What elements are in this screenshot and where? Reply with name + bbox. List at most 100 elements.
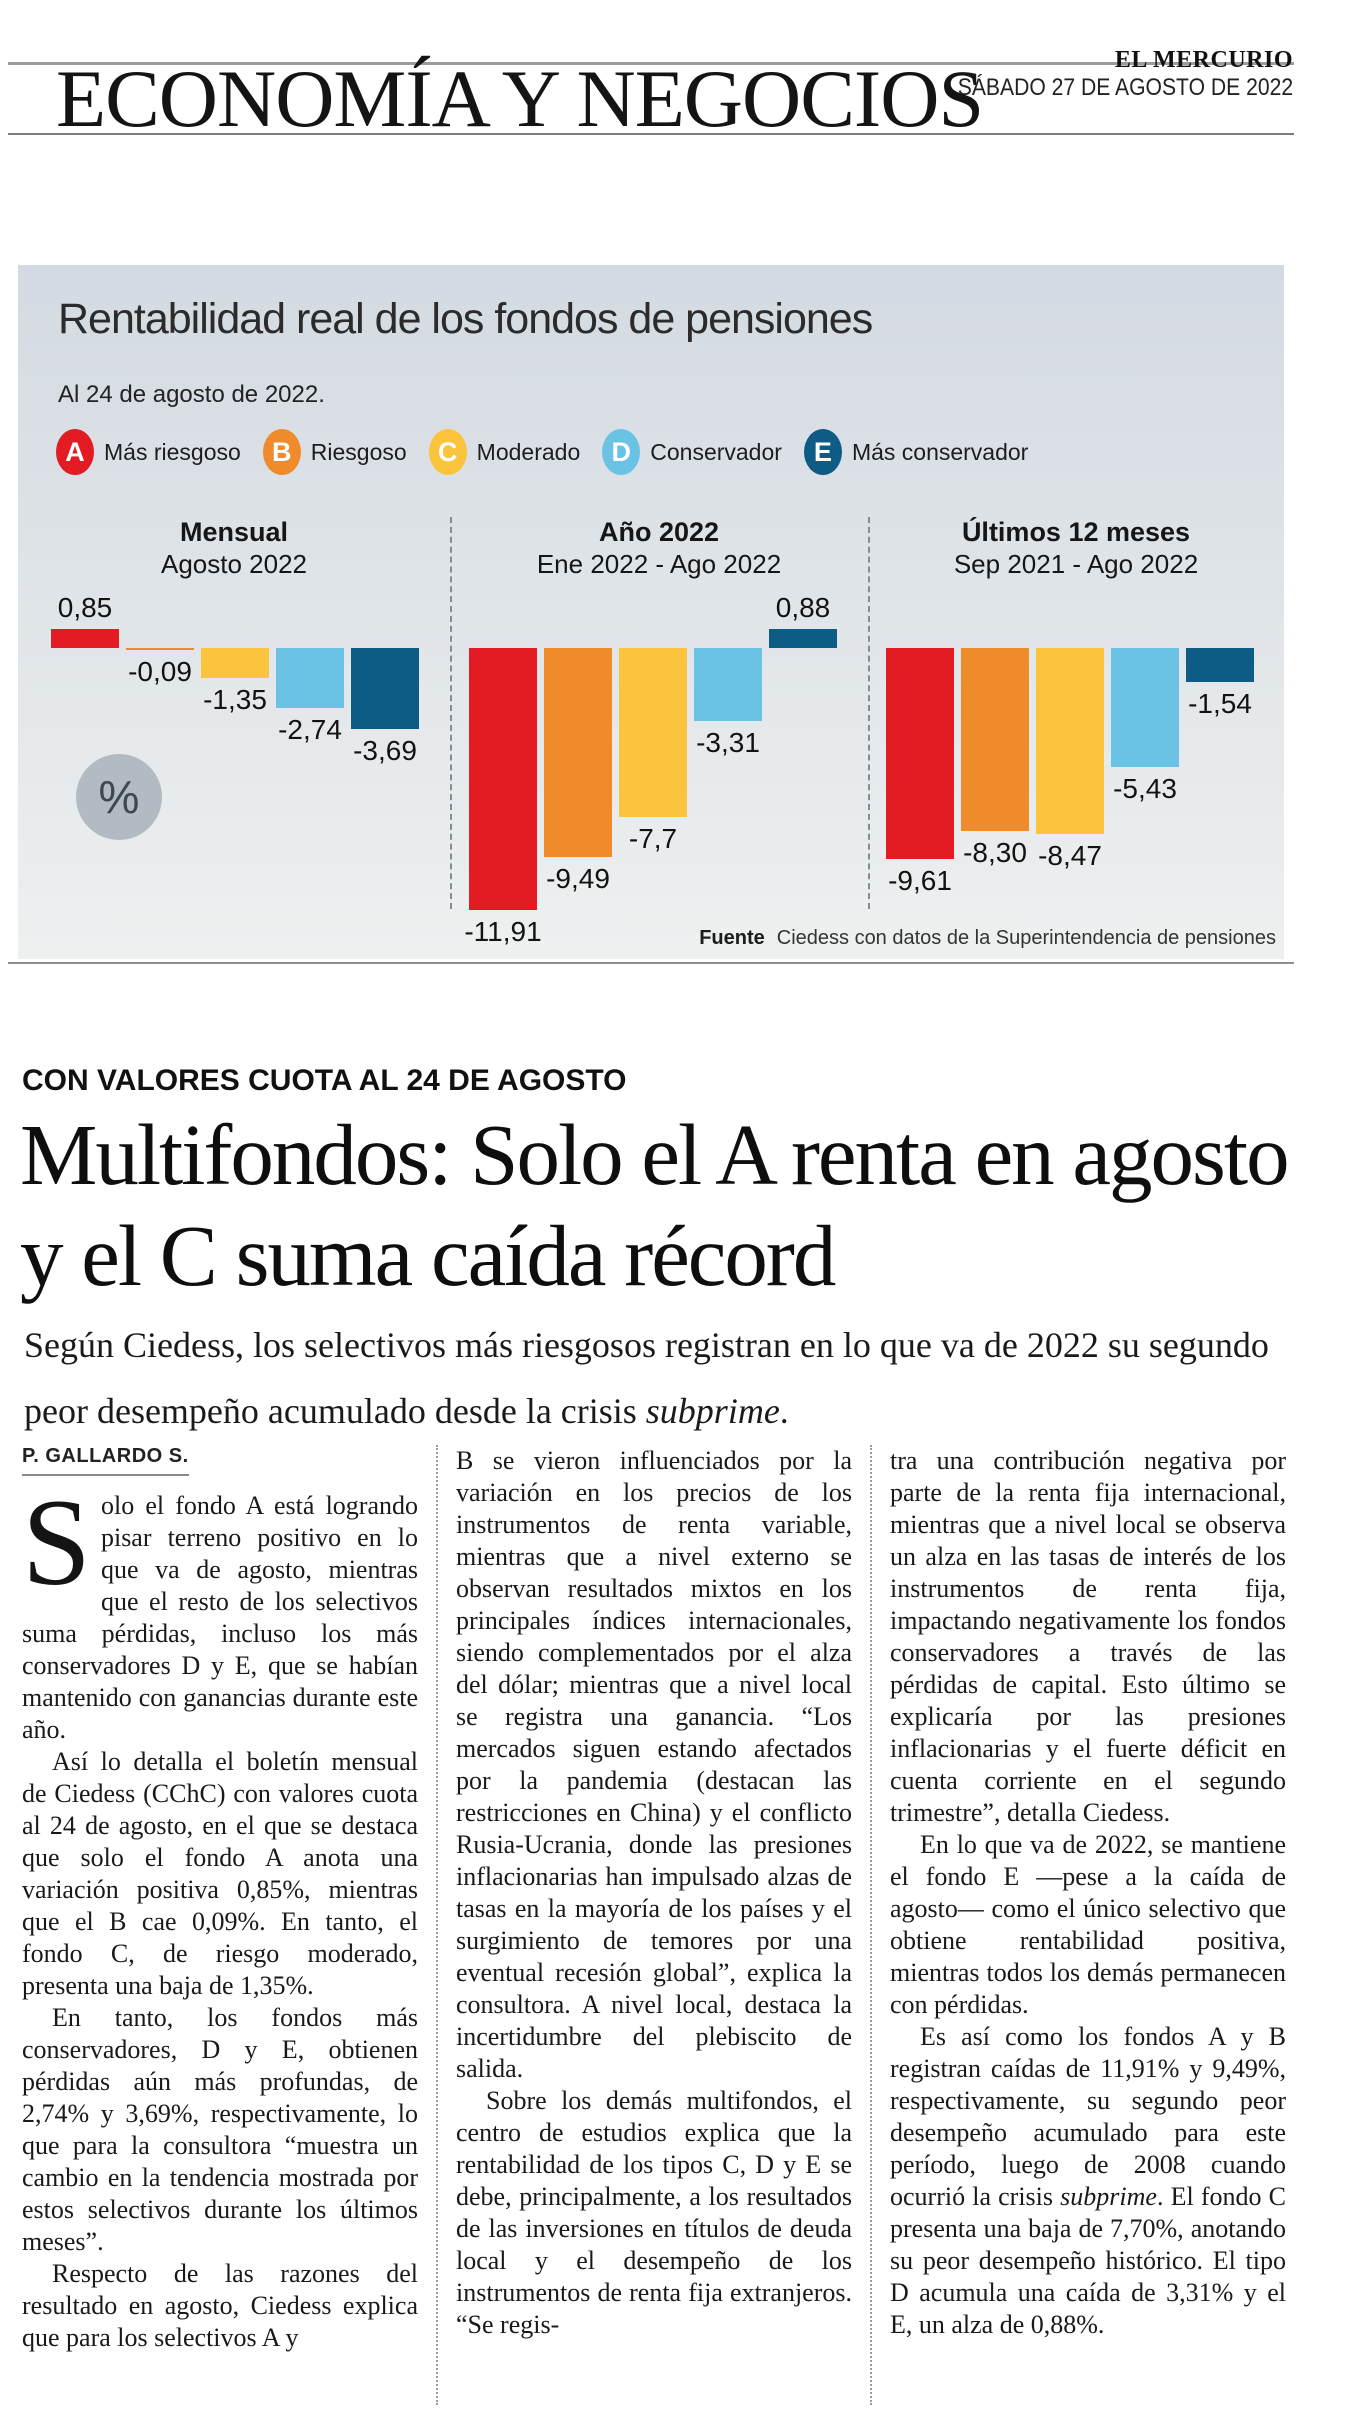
article-kicker: CON VALORES CUOTA AL 24 DE AGOSTO <box>22 1064 627 1097</box>
paragraph: Es así como los fondos A y B registran c… <box>890 2021 1286 2341</box>
chart-source: Fuente Ciedess con datos de la Superinten… <box>699 927 1276 950</box>
group-separator-dashed <box>868 517 870 909</box>
bar-value-label: -1,35 <box>203 684 267 715</box>
drop-cap: S <box>22 1474 91 1611</box>
group-period: Ene 2022 - Ago 2022 <box>536 549 782 579</box>
bar-fund-e <box>769 629 837 648</box>
column-separator-dotted <box>870 1445 872 2405</box>
masthead-right-block: EL MERCURIO SÁBADO 27 DE AGOSTO DE 2022 <box>912 46 1293 102</box>
group-period: Agosto 2022 <box>160 549 307 579</box>
group-title: Últimos 12 meses <box>961 517 1191 547</box>
legend-label: Riesgoso <box>310 438 407 465</box>
group-title: Mensual <box>179 517 289 547</box>
bar-value-label: -8,47 <box>1038 840 1102 871</box>
legend-label: Más conservador <box>851 438 1029 465</box>
bar-value-label: -1,54 <box>1188 688 1252 719</box>
newspaper-name: EL MERCURIO <box>1114 47 1293 73</box>
top-rule <box>8 62 1294 65</box>
pension-funds-chart-panel: Rentabilidad real de los fondos de pensi… <box>18 265 1284 959</box>
group-plot: 0,85 -0,09 -1,35 -2,74 -3,69 <box>18 592 450 959</box>
paragraph: Así lo detalla el boletín mensual de Cie… <box>22 1747 418 2000</box>
group-plot: -11,91 -9,49 -7,7 -3,31 0,88 <box>450 592 868 959</box>
chart-title: Rentabilidad real de los fondos de pensi… <box>58 295 873 343</box>
bar-fund-b <box>544 648 612 857</box>
deck-text: Según Ciedess, los selectivos más riesgo… <box>24 1325 1269 1431</box>
paragraph-text-end: . El fondo C presenta una baja de 7,70%,… <box>890 2182 1286 2339</box>
chart-group-1: Año 2022 Ene 2022 - Ago 2022 -11,91 -9,49 -7… <box>450 265 868 959</box>
fund-c-badge-icon: C <box>428 429 467 475</box>
paragraph: En lo que va de 2022, se mantiene el fon… <box>890 1830 1286 2019</box>
fund-a-badge-icon: A <box>56 429 94 475</box>
masthead-rule <box>8 133 1294 135</box>
fund-d-badge-icon: D <box>602 429 641 475</box>
byline: P. GALLARDO S. <box>22 1445 189 1476</box>
group-title: Año 2022 <box>598 517 720 547</box>
legend-item-fund-c: C Moderado <box>428 429 581 475</box>
paragraph-text: Es así como los fondos A y B registran c… <box>890 2022 1286 2211</box>
chart-group-0: Mensual Agosto 2022 0,85 -0,09 -1,35 -2,74 -3,… <box>18 265 450 959</box>
article-deck: Según Ciedess, los selectivos más riesgo… <box>24 1312 1286 1444</box>
paragraph: Sobre los demás multifondos, el centro d… <box>456 2086 852 2339</box>
chart-group-2: Últimos 12 meses Sep 2021 - Ago 2022 -9,61… <box>868 265 1284 959</box>
bar-fund-a <box>469 648 537 910</box>
group-separator-dashed <box>450 517 452 909</box>
bar-fund-d <box>276 648 344 708</box>
bar-fund-c <box>201 648 269 678</box>
bar-value-label: -0,09 <box>128 656 192 687</box>
bar-fund-e <box>1186 648 1254 682</box>
bar-value-label: 0,88 <box>775 592 831 623</box>
chart-legend: A Más riesgoso B Riesgoso C Moderado D Conserva… <box>56 429 1028 475</box>
paragraph: B se vieron influenciados por la variaci… <box>456 1446 852 2083</box>
bar-fund-e <box>351 648 419 729</box>
group-header: Mensual Agosto 2022 <box>18 517 450 580</box>
legend-label: Más riesgoso <box>104 438 241 465</box>
legend-item-fund-a: A Más riesgoso <box>56 429 241 475</box>
paragraph-italic-text: subprime <box>1060 2182 1157 2211</box>
bar-fund-d <box>1111 648 1179 767</box>
bar-value-label: 0,85 <box>57 592 113 623</box>
article-headline: Multifondos: Solo el A renta en agosto y… <box>20 1106 1290 1304</box>
group-header: Año 2022 Ene 2022 - Ago 2022 <box>450 517 868 580</box>
fund-b-badge-icon: B <box>262 429 301 475</box>
bar-value-label: -2,74 <box>278 714 342 745</box>
legend-label: Conservador <box>650 438 782 465</box>
bar-value-label: -7,7 <box>628 823 678 854</box>
source-text: Ciedess con datos de la Superintendencia… <box>776 927 1276 949</box>
legend-item-fund-b: B Riesgoso <box>262 429 407 475</box>
column-separator-dotted <box>436 1445 438 2405</box>
edition-date: SÁBADO 27 DE AGOSTO DE 2022 <box>957 74 1293 101</box>
bar-fund-a <box>51 629 119 648</box>
legend-item-fund-d: D Conservador <box>602 429 782 475</box>
bar-value-label: -9,49 <box>546 863 610 894</box>
article-column-2: B se vieron influenciados por la variaci… <box>456 1445 852 2354</box>
paragraph: tra una contribución negativa por parte … <box>890 1446 1286 1827</box>
bar-fund-b <box>961 648 1029 831</box>
bar-fund-c <box>619 648 687 817</box>
paragraph: En tanto, los fondos más conservadores, … <box>22 2003 418 2256</box>
percent-unit-label: % <box>98 771 140 823</box>
article-column-3: tra una contribución negativa por parte … <box>890 1445 1286 2354</box>
bar-value-label: -11,91 <box>464 916 542 947</box>
bar-value-label: -3,31 <box>696 727 760 758</box>
group-period: Sep 2021 - Ago 2022 <box>953 549 1199 579</box>
bar-fund-b <box>126 648 194 650</box>
source-label: Fuente <box>699 927 765 949</box>
bar-value-label: -8,30 <box>963 837 1027 868</box>
legend-item-fund-e: E Más conservador <box>803 429 1029 475</box>
section-title: ECONOMÍA Y NEGOCIOS <box>56 53 984 144</box>
bar-value-label: -9,61 <box>888 865 952 896</box>
bar-value-label: -3,69 <box>353 735 417 766</box>
bar-value-label: -5,43 <box>1113 773 1177 804</box>
legend-label: Moderado <box>476 438 581 465</box>
paragraph-text: olo el fondo A está logrando pisar terre… <box>22 1491 418 1744</box>
group-header: Últimos 12 meses Sep 2021 - Ago 2022 <box>868 517 1284 580</box>
paragraph: Respecto de las razones del resultado en… <box>22 2259 418 2352</box>
fund-e-badge-icon: E <box>803 429 842 475</box>
deck-text-end: . <box>779 1391 789 1431</box>
bar-fund-c <box>1036 648 1104 834</box>
deck-italic-text: subprime <box>645 1391 780 1431</box>
